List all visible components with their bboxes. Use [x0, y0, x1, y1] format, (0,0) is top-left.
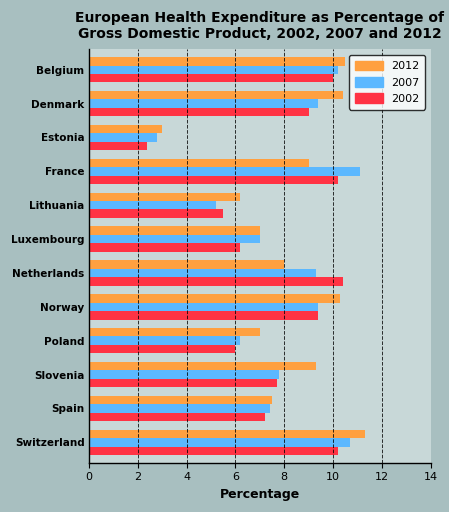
- Bar: [89, 108, 308, 116]
- Bar: [89, 277, 343, 286]
- Bar: [89, 159, 308, 167]
- Bar: [89, 260, 284, 269]
- Bar: [89, 209, 223, 218]
- Bar: [89, 66, 338, 74]
- Bar: [89, 193, 240, 201]
- Bar: [89, 379, 277, 387]
- Bar: [89, 430, 365, 438]
- Legend: 2012, 2007, 2002: 2012, 2007, 2002: [349, 55, 425, 110]
- Bar: [89, 176, 338, 184]
- Bar: [89, 438, 350, 446]
- Bar: [89, 91, 343, 99]
- Bar: [89, 167, 360, 176]
- Bar: [89, 328, 260, 336]
- Bar: [89, 57, 345, 66]
- Bar: [89, 99, 318, 108]
- Bar: [89, 336, 240, 345]
- Bar: [89, 125, 162, 133]
- Bar: [89, 345, 235, 353]
- Bar: [89, 396, 272, 404]
- Bar: [89, 370, 279, 379]
- Title: European Health Expenditure as Percentage of
Gross Domestic Product, 2002, 2007 : European Health Expenditure as Percentag…: [75, 11, 445, 41]
- Bar: [89, 142, 147, 150]
- Bar: [89, 404, 269, 413]
- Bar: [89, 74, 333, 82]
- Bar: [89, 413, 265, 421]
- Bar: [89, 133, 157, 142]
- Bar: [89, 226, 260, 235]
- Bar: [89, 362, 316, 370]
- Bar: [89, 269, 316, 277]
- Bar: [89, 303, 318, 311]
- Bar: [89, 235, 260, 243]
- Bar: [89, 243, 240, 252]
- Bar: [89, 446, 338, 455]
- X-axis label: Percentage: Percentage: [220, 488, 300, 501]
- Bar: [89, 311, 318, 319]
- Bar: [89, 201, 216, 209]
- Bar: [89, 294, 340, 303]
